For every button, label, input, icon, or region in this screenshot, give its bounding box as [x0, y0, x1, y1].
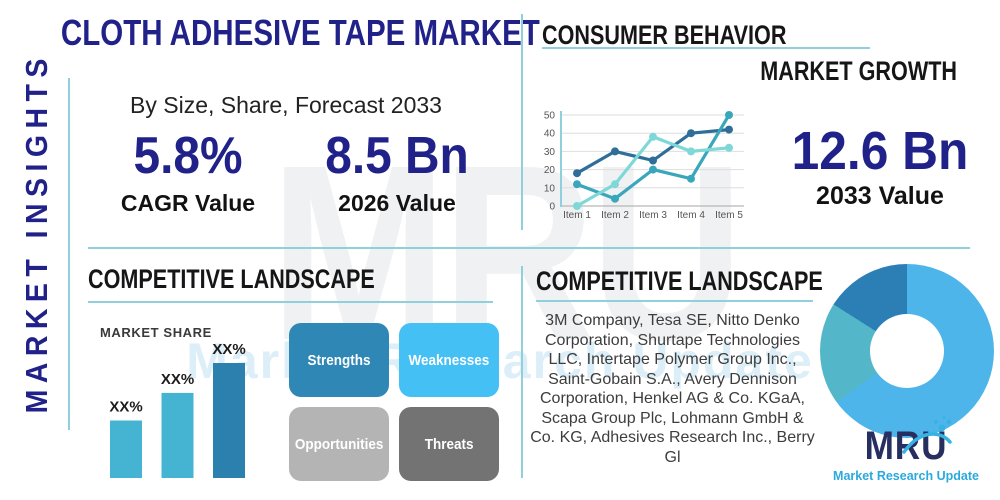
competitive-landscape-right-heading: COMPETITIVE LANDSCAPE: [536, 266, 823, 296]
swot-weaknesses-box: Weaknesses: [399, 323, 499, 397]
stat-2026-label: 2026 Value: [338, 190, 456, 216]
svg-text:0: 0: [549, 202, 555, 213]
swot-box-label: Threats: [424, 435, 474, 453]
svg-text:Item 3: Item 3: [639, 210, 667, 221]
stat-2033-label: 2033 Value: [816, 182, 944, 210]
consumer-behavior-side-line: [521, 14, 523, 230]
svg-text:XX%: XX%: [161, 371, 194, 388]
stat-2026-value: 8.5 Bn: [325, 127, 469, 185]
swot-box-label: Opportunities: [294, 435, 384, 453]
svg-text:Item 5: Item 5: [715, 210, 743, 221]
page-title: CLOTH ADHESIVE TAPE MARKET: [60, 12, 540, 53]
competitive-landscape-left-heading: COMPETITIVE LANDSCAPE: [88, 264, 375, 294]
competitive-landscape-right-side-line: [521, 266, 523, 478]
svg-text:50: 50: [544, 111, 556, 122]
swot-strengths-box: Strengths: [289, 323, 389, 397]
stat-cagr-label: CAGR Value: [120, 190, 256, 216]
mru-logo: MRU Market Research Update: [820, 416, 992, 483]
section-divider-line: [88, 247, 970, 249]
swot-box-label: Strengths: [307, 351, 371, 369]
page-subtitle: By Size, Share, Forecast 2033: [130, 92, 442, 118]
svg-text:Item 2: Item 2: [601, 210, 629, 221]
donut-hole: [870, 314, 944, 388]
sidebar-vertical-title: MARKET INSIGHTS: [19, 52, 54, 414]
swot-grid: Strengths Weaknesses Opportunities Threats: [289, 323, 499, 481]
stat-cagr-value: 5.8%: [133, 127, 243, 185]
svg-text:Item 4: Item 4: [677, 210, 705, 221]
svg-text:XX%: XX%: [109, 399, 142, 416]
mru-logo-text: MRU: [864, 424, 948, 468]
consumer-behavior-underline: [542, 47, 870, 49]
svg-text:20: 20: [544, 165, 556, 176]
svg-text:Item 1: Item 1: [563, 210, 591, 221]
consumer-behavior-heading: CONSUMER BEHAVIOR: [542, 20, 787, 50]
market-share-bar-chart: XX% XX% XX%: [109, 341, 246, 478]
svg-text:30: 30: [544, 147, 556, 158]
market-share-label: MARKET SHARE: [100, 325, 212, 340]
sidebar-divider-line: [68, 78, 70, 430]
market-growth-heading: MARKET GROWTH: [760, 56, 957, 86]
svg-text:10: 10: [544, 183, 556, 194]
key-players-list: 3M Company, Tesa SE, Nitto Denko Corpora…: [530, 312, 815, 466]
mru-logo-tagline: Market Research Update: [833, 469, 979, 483]
market-growth-line-chart: 0 10 20 30 40 50 Item 1 Item 2 Item 3 Item 4 Item …: [544, 111, 744, 221]
svg-text:XX%: XX%: [212, 341, 245, 358]
swot-box-label: Weaknesses: [408, 351, 490, 369]
stat-2033-value: 12.6 Bn: [791, 121, 969, 181]
svg-text:40: 40: [544, 129, 556, 140]
competitive-landscape-right-underline: [536, 300, 813, 302]
competitive-landscape-left-underline: [88, 301, 493, 303]
swot-threats-box: Threats: [399, 407, 499, 481]
donut-chart: [820, 264, 994, 438]
swot-opportunities-box: Opportunities: [289, 407, 389, 481]
